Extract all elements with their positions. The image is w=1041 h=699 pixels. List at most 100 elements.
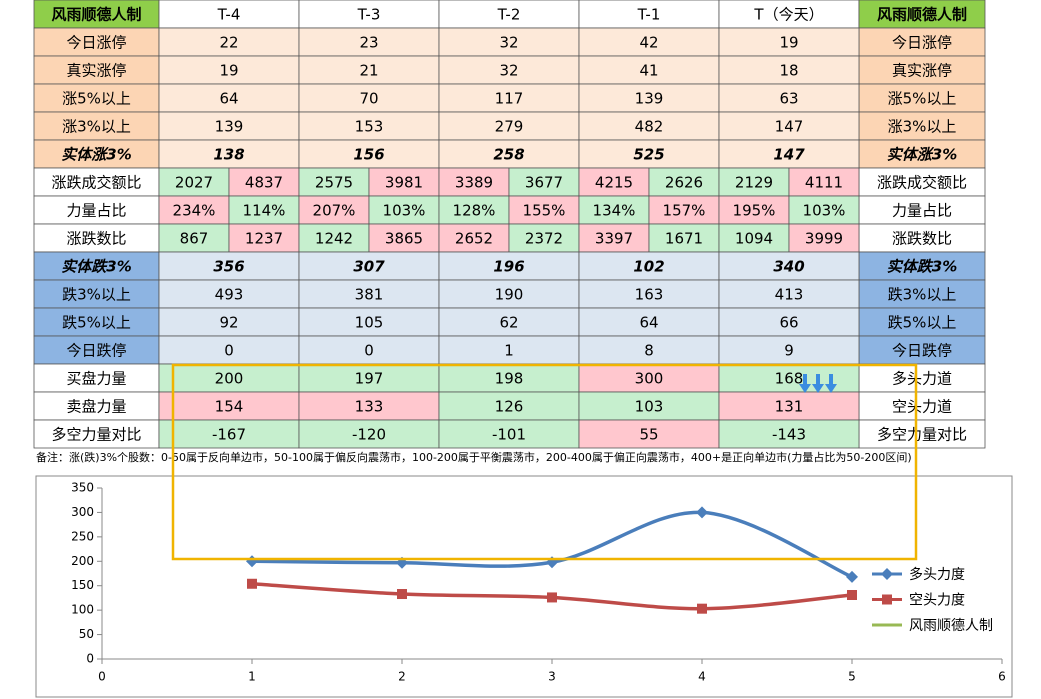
cell: [788, 223, 860, 253]
y-tick-label: 100: [71, 603, 94, 617]
cell-text: 1671: [665, 230, 703, 248]
cell-text: 真实涨停: [66, 62, 126, 80]
x-tick-label: 2: [398, 670, 406, 684]
cell-text: 139: [635, 90, 664, 108]
cell-text: 279: [495, 118, 524, 136]
cell: [438, 0, 580, 29]
cell-text: 多头力道: [892, 370, 952, 388]
cell-text: 147: [775, 118, 804, 136]
cell: [718, 223, 790, 253]
cell-text: 4111: [805, 174, 843, 192]
cell: [298, 251, 440, 281]
cell: [858, 307, 986, 337]
y-tick-label: 300: [71, 505, 94, 519]
cell-text: 今日涨停: [66, 34, 126, 52]
legend-label: 多头力度: [909, 566, 965, 583]
cell: [158, 419, 300, 449]
cell-text: 今日跌停: [66, 342, 126, 360]
cell-text: 3389: [455, 174, 493, 192]
cell: [298, 0, 440, 29]
cell-text: 3865: [385, 230, 423, 248]
cell-text: 风雨顺德人制: [877, 6, 967, 24]
cell: [508, 223, 580, 253]
cell-text: 157%: [663, 202, 706, 220]
cell-text: 卖盘力量: [66, 398, 126, 416]
cell: [298, 83, 440, 113]
arrows: [799, 374, 837, 393]
cell: [858, 363, 986, 393]
cell-text: -120: [352, 426, 386, 444]
cell-text: 117: [495, 90, 524, 108]
y-tick-label: 350: [71, 481, 94, 495]
cell-text: 103: [635, 398, 664, 416]
cell: [438, 223, 510, 253]
cell: [578, 279, 720, 309]
cell-text: 涨跌数比: [66, 230, 126, 248]
legend-label: 空头力度: [909, 593, 965, 609]
x-tick-label: 3: [548, 670, 556, 684]
cell: [158, 55, 300, 85]
x-tick-label: 4: [698, 670, 706, 684]
cell: [438, 363, 580, 393]
cell: [438, 83, 580, 113]
cell-text: 138: [213, 146, 244, 164]
cell: [438, 251, 580, 281]
x-tick-label: 1: [248, 670, 256, 684]
chart: 0 50 100 150 200 250 300 350 0 1 2 3 4 5 6 多头力度空头力度风雨顺德…: [71, 481, 1006, 684]
cell-text: 207%: [313, 202, 356, 220]
cell: [578, 167, 650, 197]
cell-text: 156: [353, 146, 384, 164]
marker-square: [697, 603, 707, 614]
cell-text: 4215: [595, 174, 633, 192]
cell: [438, 139, 580, 169]
cell: [858, 27, 986, 57]
cell-text: 涨跌数比: [892, 230, 952, 248]
cell-text: 4837: [245, 174, 283, 192]
cell: [438, 335, 580, 365]
cell-text: 62: [499, 314, 518, 332]
cell-text: 跌5%以上: [62, 314, 131, 332]
cell: [33, 83, 160, 113]
cell-text: 482: [635, 118, 664, 136]
cell-text: 234%: [173, 202, 216, 220]
cell-text: 空头力道: [892, 398, 952, 416]
legend-marker: [882, 594, 892, 605]
cell-text: 163: [635, 286, 664, 304]
cell: [858, 223, 986, 253]
cell: [858, 335, 986, 365]
cell-text: 92: [219, 314, 238, 332]
y-tick-label: 150: [71, 578, 94, 592]
cell-text: 154: [215, 398, 244, 416]
cell-text: 实体涨3%: [61, 146, 131, 164]
cell-text: -167: [212, 426, 246, 444]
cell-text: 力量占比: [66, 202, 126, 220]
cell: [438, 55, 580, 85]
cell: [298, 55, 440, 85]
cell-text: 8: [644, 342, 654, 360]
cell: [228, 167, 300, 197]
cell: [33, 223, 160, 253]
cell-text: 307: [353, 258, 385, 276]
marker-square: [847, 589, 857, 600]
cell-text: 9: [784, 342, 794, 360]
cell: [438, 195, 510, 225]
cell-text: 1242: [315, 230, 353, 248]
cell-text: 66: [779, 314, 798, 332]
cell-text: 139: [215, 118, 244, 136]
cell-text: 200: [215, 370, 244, 388]
cell: [33, 0, 160, 29]
cell: [438, 419, 580, 449]
cell: [578, 363, 720, 393]
cell: [718, 139, 860, 169]
marker-square: [247, 578, 257, 589]
cell: [298, 307, 440, 337]
cell: [858, 83, 986, 113]
cell-text: 跌3%以上: [888, 286, 957, 304]
cell: [578, 391, 720, 421]
cell-text: 23: [359, 34, 378, 52]
cell-text: 64: [219, 90, 238, 108]
cell-text: 实体跌3%: [887, 258, 957, 276]
cell: [858, 419, 986, 449]
cell-text: 126: [495, 398, 524, 416]
cell-text: 55: [639, 426, 658, 444]
